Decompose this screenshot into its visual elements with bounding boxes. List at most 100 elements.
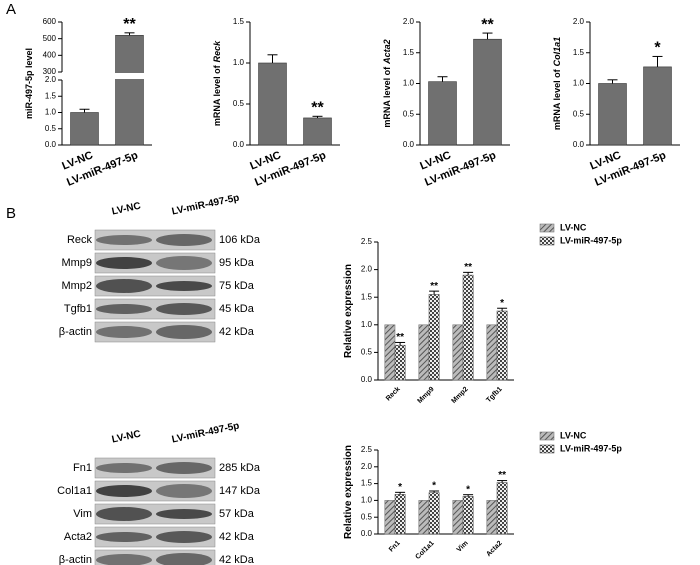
blot-band <box>156 325 212 339</box>
bar <box>462 496 474 535</box>
lane-label: LV-miR-497-5p <box>171 192 241 217</box>
protein-label: Mmp9 <box>61 257 92 269</box>
blot-band <box>156 462 212 474</box>
legend-label: LV-miR-497-5p <box>560 235 622 245</box>
y-axis-label: miR-497-5p level <box>24 48 34 119</box>
significance-label: * <box>466 484 470 495</box>
y-tick-label: 2.5 <box>361 237 373 246</box>
y-tick-label: 2.0 <box>403 17 415 26</box>
size-label: 285 kDa <box>219 462 261 474</box>
y-tick-label: 0.0 <box>573 140 585 149</box>
axis-break <box>60 73 150 79</box>
y-tick-label: 400 <box>43 50 57 59</box>
y-tick-label: 0.5 <box>361 512 373 521</box>
significance-label: ** <box>311 100 324 117</box>
bar <box>598 83 627 146</box>
legend-label: LV-NC <box>560 222 587 232</box>
significance-label: ** <box>498 470 506 481</box>
y-tick-label: 2.0 <box>45 75 57 84</box>
y-axis-label: Relative expression <box>343 445 354 539</box>
y-tick-label: 1.5 <box>573 48 585 57</box>
bar <box>418 500 430 535</box>
blot-band <box>156 553 212 565</box>
y-tick-label: 0.5 <box>403 109 415 118</box>
y-tick-label: 600 <box>43 17 57 26</box>
y-tick-label: 1.5 <box>45 91 57 100</box>
protein-label: β-actin <box>59 554 92 565</box>
bar <box>428 492 440 535</box>
y-tick-label: 1.0 <box>361 496 373 505</box>
y-axis-label-text: Relative expression <box>343 445 354 539</box>
y-axis-label: mRNA level ofCol1a1 <box>552 37 562 130</box>
bar <box>258 62 287 146</box>
y-tick-label: 2.5 <box>361 445 373 454</box>
blot-band <box>96 554 152 565</box>
y-tick-label: 0.5 <box>233 99 245 108</box>
legend-label: LV-NC <box>560 430 587 440</box>
x-tick-label: Acta2 <box>485 540 504 559</box>
y-axis-label: mRNA level ofActa2 <box>382 39 392 127</box>
significance-label: ** <box>464 262 472 273</box>
panel-label: A <box>6 1 16 18</box>
blot-band <box>96 257 152 269</box>
bar <box>452 500 464 535</box>
x-tick-label: Fn1 <box>388 540 402 554</box>
y-tick-label: 0.0 <box>361 375 373 384</box>
protein-label: Vim <box>73 508 92 520</box>
size-label: 106 kDa <box>219 234 261 246</box>
bar <box>384 500 396 535</box>
significance-label: * <box>432 481 436 492</box>
y-tick-label: 0.0 <box>361 529 373 538</box>
y-tick-label: 2.0 <box>361 462 373 471</box>
significance-label: ** <box>481 16 494 33</box>
protein-label: Mmp2 <box>61 280 92 292</box>
y-tick-label: 1.5 <box>233 17 245 26</box>
lane-label: LV-NC <box>111 201 142 218</box>
y-axis-label-gene: Reck <box>212 40 222 63</box>
y-tick-label: 0.5 <box>573 109 585 118</box>
size-label: 75 kDa <box>219 280 255 292</box>
y-axis-label: mRNA level ofReck <box>212 40 222 126</box>
lane-label: LV-NC <box>111 429 142 446</box>
y-tick-label: 1.0 <box>573 79 585 88</box>
blot-band <box>156 303 212 315</box>
significance-label: * <box>398 482 402 493</box>
legend-swatch <box>539 444 555 454</box>
blot-band <box>96 532 152 542</box>
y-tick-label: 1.0 <box>233 58 245 67</box>
protein-label: Tgfb1 <box>64 303 92 315</box>
size-label: 95 kDa <box>219 257 255 269</box>
size-label: 42 kDa <box>219 531 255 543</box>
bar <box>418 324 430 381</box>
blot-band <box>156 234 212 246</box>
significance-label: * <box>500 298 504 309</box>
y-axis-label-text: miR-497-5p level <box>24 48 34 119</box>
protein-label: Col1a1 <box>57 485 92 497</box>
bar <box>496 482 508 535</box>
protein-label: Acta2 <box>64 531 92 543</box>
significance-label: ** <box>123 16 136 33</box>
bar <box>428 81 457 146</box>
x-tick-label: Col1a1 <box>415 540 436 561</box>
significance-label: ** <box>430 281 438 292</box>
lane-label: LV-miR-497-5p <box>171 420 241 445</box>
bar <box>394 494 406 535</box>
blot-band <box>156 256 212 270</box>
y-tick-label: 1.0 <box>45 108 57 117</box>
bar <box>70 112 99 146</box>
y-tick-label: 2.0 <box>573 17 585 26</box>
size-label: 45 kDa <box>219 303 255 315</box>
bar <box>486 500 498 535</box>
legend-label: LV-miR-497-5p <box>560 443 622 453</box>
size-label: 42 kDa <box>219 326 255 338</box>
y-tick-label: 1.5 <box>361 292 373 301</box>
bar <box>462 274 474 381</box>
panel-label: B <box>6 205 16 222</box>
x-tick-label: Tgfb1 <box>485 386 503 404</box>
y-axis-label-gene: Acta2 <box>382 39 392 65</box>
blot-band <box>96 507 152 521</box>
bar <box>384 324 396 381</box>
y-axis-label-text: mRNA level of <box>212 64 222 126</box>
bar <box>452 324 464 381</box>
